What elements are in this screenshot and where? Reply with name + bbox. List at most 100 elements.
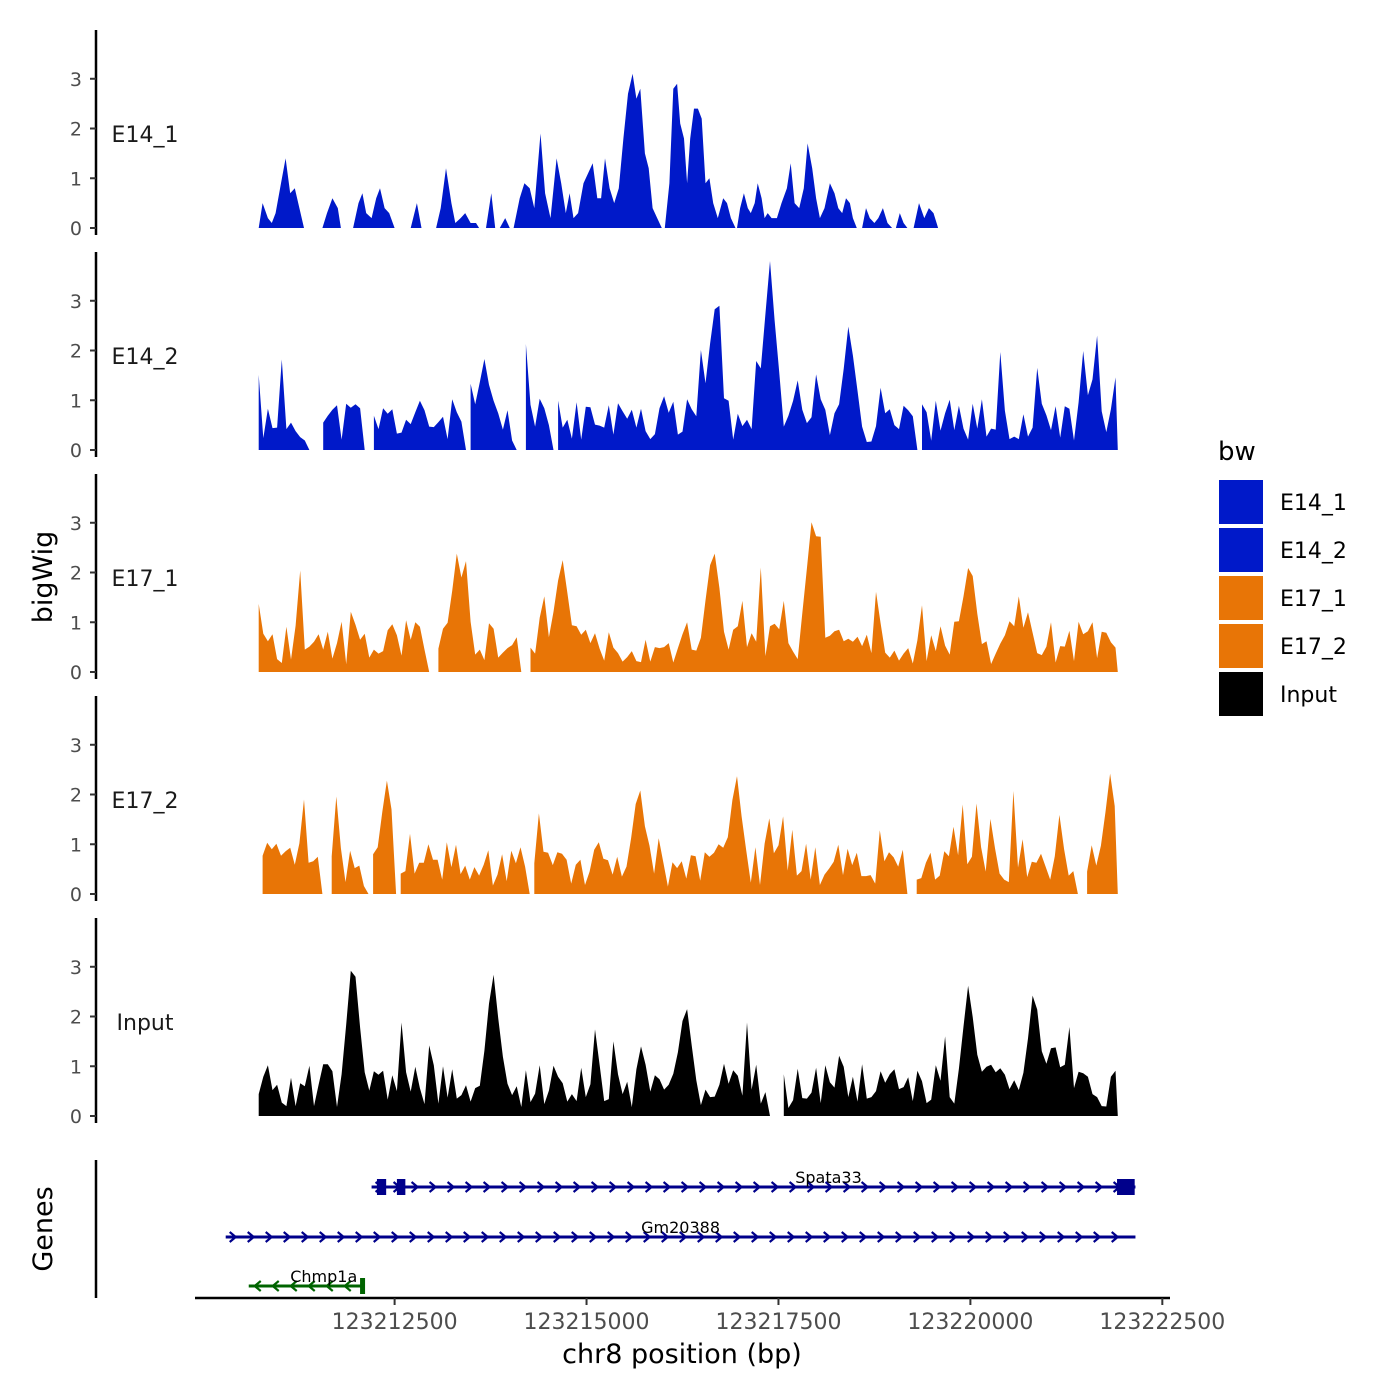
strand-arrow [409, 1231, 418, 1243]
exon-block [360, 1278, 366, 1294]
x-axis-title: chr8 position (bp) [562, 1339, 802, 1370]
strand-arrow [253, 1280, 262, 1292]
strand-arrow [500, 1181, 510, 1193]
strand-arrow [823, 1231, 832, 1243]
gene-gm20388: Gm20388 [225, 1218, 1136, 1243]
strand-arrow [343, 1280, 352, 1292]
strand-arrow [752, 1181, 762, 1193]
strand-arrow [319, 1231, 328, 1243]
y-tick-label: 2 [70, 119, 82, 141]
y-tick-label: 3 [70, 513, 82, 535]
strand-arrow [950, 1181, 960, 1193]
x-tick-label: 123212500 [332, 1310, 458, 1335]
legend-label: E17_2 [1280, 635, 1347, 660]
strand-arrow [325, 1280, 334, 1292]
strand-arrow [932, 1181, 942, 1193]
strand-arrow [445, 1231, 454, 1243]
strand-arrow [914, 1181, 924, 1193]
strand-arrow [410, 1181, 420, 1193]
strand-arrow [1058, 1181, 1068, 1193]
strand-arrow [571, 1231, 580, 1243]
legend-title: bw [1218, 437, 1256, 467]
strand-arrow [463, 1231, 472, 1243]
signal-area [373, 399, 466, 450]
strand-arrow [859, 1231, 868, 1243]
strand-arrow [968, 1181, 978, 1193]
strand-arrow [283, 1231, 292, 1243]
strand-arrow [967, 1231, 976, 1243]
strand-arrow [247, 1231, 256, 1243]
signal-area [922, 335, 1118, 450]
y-tick-label: 0 [70, 218, 82, 240]
strand-arrow [428, 1181, 438, 1193]
strand-arrow [697, 1231, 706, 1243]
legend-label: E14_2 [1280, 539, 1347, 564]
strand-arrow [1094, 1181, 1104, 1193]
strand-arrow [1003, 1231, 1012, 1243]
strand-arrow [464, 1181, 474, 1193]
signal-area [916, 791, 1078, 894]
y-tick-label: 2 [70, 1007, 82, 1029]
strand-arrow [644, 1181, 654, 1193]
strand-arrow [805, 1231, 814, 1243]
y-tick-label: 1 [70, 168, 82, 190]
strand-arrow [662, 1181, 672, 1193]
strand-arrow [733, 1231, 742, 1243]
strand-arrow [391, 1231, 400, 1243]
x-tick-label: 123222500 [1099, 1310, 1225, 1335]
strand-arrow [307, 1280, 316, 1292]
legend-swatch [1219, 624, 1263, 668]
strand-arrow [824, 1181, 834, 1193]
exon-block [396, 1179, 406, 1195]
strand-arrow [931, 1231, 940, 1243]
strand-arrow [517, 1231, 526, 1243]
strand-arrow [553, 1231, 562, 1243]
gene-label: Chmp1a [290, 1267, 357, 1286]
strand-arrow [715, 1231, 724, 1243]
legend: bw E14_1 E14_2 E17_1 E17_2 Input [1218, 437, 1347, 716]
strand-arrow [1075, 1231, 1084, 1243]
genes-panel: Spata33 Gm20388 Chmp1a [94, 1160, 1136, 1298]
y-tick-label: 2 [70, 341, 82, 363]
y-tick-label: 3 [70, 291, 82, 313]
strand-arrow [949, 1231, 958, 1243]
signal-area [258, 970, 770, 1116]
signal-area [525, 344, 554, 450]
strand-arrow [877, 1231, 886, 1243]
strand-arrow [373, 1231, 382, 1243]
legend-swatch [1219, 528, 1263, 572]
strand-arrow [518, 1181, 528, 1193]
strand-arrow [716, 1181, 726, 1193]
strand-arrow [769, 1231, 778, 1243]
legend-label: Input [1280, 683, 1337, 708]
exon-block [1117, 1179, 1135, 1195]
gene-chmp1a: Chmp1a [248, 1267, 366, 1294]
track-panels: 0 1 2 3 E14_1 0 1 2 3 E14_2 0 1 2 3 E17_1 0 1 2 3 E17_2 0 1 2 3… [70, 30, 1118, 1128]
y-tick-label: 1 [70, 834, 82, 856]
signal-area [323, 403, 365, 450]
track-label: Input [117, 1011, 174, 1036]
strand-arrow [1021, 1231, 1030, 1243]
y-tick-label: 0 [70, 662, 82, 684]
strand-arrow [229, 1231, 238, 1243]
genes-axis-title: Genes [28, 1186, 59, 1271]
strand-arrow [626, 1181, 636, 1193]
y-axis-title: bigWig [28, 531, 59, 624]
y-tick-label: 2 [70, 563, 82, 585]
legend-label: E14_1 [1280, 491, 1347, 516]
signal-area [534, 776, 908, 894]
track-label: E17_1 [112, 567, 179, 592]
x-tick-label: 123220000 [907, 1310, 1033, 1335]
legend-swatch [1219, 480, 1263, 524]
signal-area [373, 780, 397, 894]
track-e14-2: 0 1 2 3 E14_2 [70, 252, 1118, 462]
strand-arrow [572, 1181, 582, 1193]
strand-arrow [1076, 1181, 1086, 1193]
y-tick-label: 0 [70, 884, 82, 906]
gene-label: Gm20388 [641, 1218, 720, 1237]
signal-area [470, 359, 517, 450]
strand-arrow [985, 1231, 994, 1243]
strand-arrow [608, 1181, 618, 1193]
strand-arrow [337, 1231, 346, 1243]
gene-label: Spata33 [795, 1168, 862, 1187]
